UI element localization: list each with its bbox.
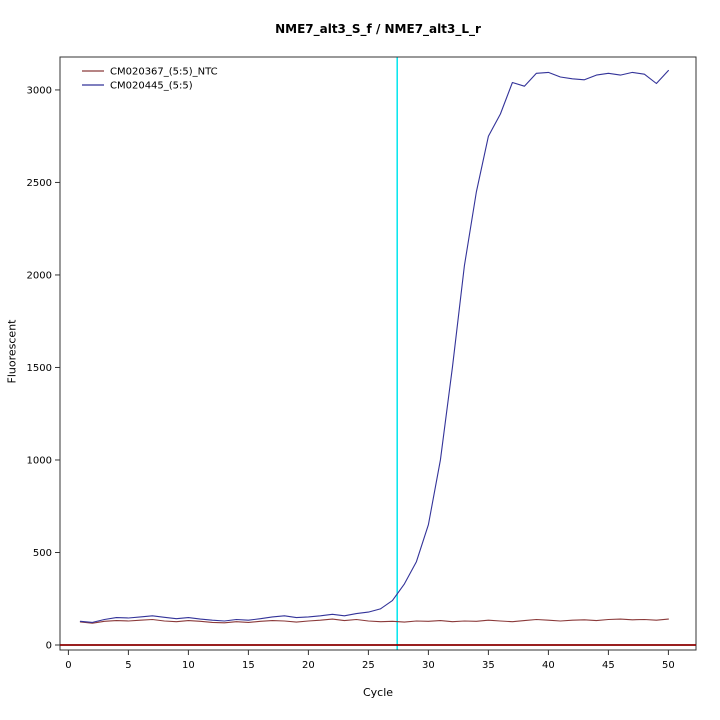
series-line-sample	[79, 69, 669, 623]
y-tick-label: 1500	[27, 363, 52, 374]
y-tick-label: 1000	[27, 455, 52, 466]
y-tick-label: 3000	[27, 85, 52, 96]
x-axis-label: Cycle	[362, 686, 394, 699]
x-tick-label: 20	[302, 660, 315, 671]
x-tick-label: 35	[482, 660, 495, 671]
x-tick-label: 50	[662, 660, 675, 671]
legend-label: CM020445_(5:5)	[110, 81, 193, 92]
y-tick-label: 2500	[27, 178, 52, 189]
x-tick-label: 0	[65, 660, 71, 671]
x-tick-label: 10	[182, 660, 195, 671]
x-tick-label: 45	[602, 660, 615, 671]
x-tick-label: 5	[125, 660, 131, 671]
chart-title: NME7_alt3_S_f / NME7_alt3_L_r	[275, 22, 481, 36]
y-tick-label: 2000	[27, 270, 52, 281]
series-line-ntc	[79, 618, 669, 624]
y-tick-label: 500	[33, 548, 52, 559]
y-tick-label: 0	[46, 641, 52, 652]
legend-label: CM020367_(5:5)_NTC	[110, 67, 218, 78]
x-tick-label: 40	[542, 660, 555, 671]
x-tick-label: 25	[362, 660, 375, 671]
plot-border	[59, 56, 697, 651]
x-tick-label: 30	[422, 660, 435, 671]
x-tick-label: 15	[242, 660, 255, 671]
